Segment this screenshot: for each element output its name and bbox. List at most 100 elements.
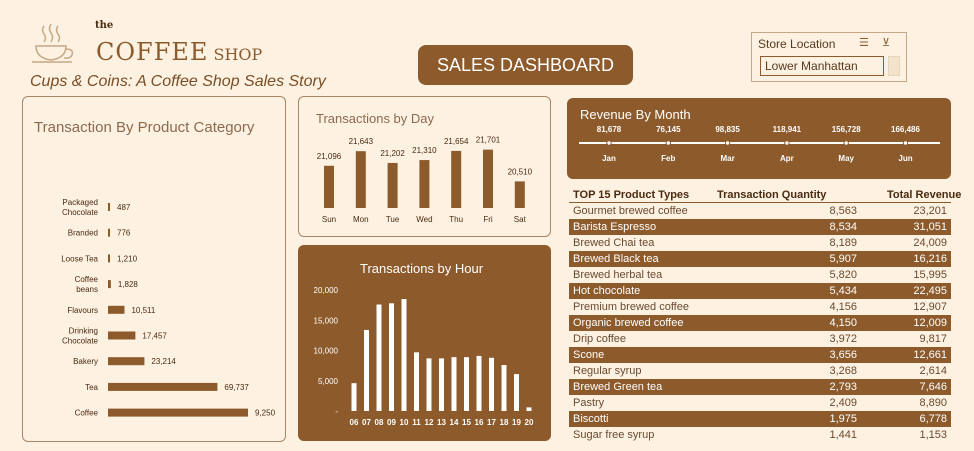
table-row: Gourmet brewed coffee 8,563 23,201 [569, 203, 951, 219]
table-cell: Hot chocolate [573, 285, 641, 297]
category-value-label: 23,214 [151, 357, 176, 366]
table-cell: Brewed Black tea [573, 253, 659, 265]
table-cell: 8,534 [829, 221, 857, 233]
table-cell: Gourmet brewed coffee [573, 205, 688, 217]
multi-select-icon[interactable]: ☰ [859, 37, 869, 49]
month-value-label: 156,728 [832, 125, 861, 134]
table-row: Regular syrup 3,268 2,614 [569, 363, 951, 379]
brand-name: COFFEE SHOP [96, 38, 262, 66]
month-point [843, 140, 849, 146]
category-bar [108, 203, 110, 211]
month-chart-title: Revenue By Month [580, 107, 691, 122]
tagline: Cups & Coins: A Coffee Shop Sales Story [30, 73, 326, 90]
table-cell: Regular syrup [573, 365, 642, 377]
table-cell: 31,051 [913, 221, 947, 233]
day-chart-title: Transactions by Day [316, 111, 435, 126]
category-label: Packaged [62, 198, 98, 207]
hour-axis-label: 12 [425, 418, 434, 427]
hour-bar [501, 365, 507, 411]
hour-bar [451, 357, 457, 411]
table-cell: 8,189 [829, 237, 857, 249]
hour-bar [376, 304, 382, 411]
month-chart-panel: Revenue By Month 81,678 Jan 76,145 Feb 98,83… [567, 98, 951, 179]
table-row: Brewed herbal tea 5,820 15,995 [569, 267, 951, 283]
hour-bar [401, 299, 407, 411]
column-header: Total Revenue [887, 189, 962, 201]
store-location-slicer: Store Location ☰ ⊻ Lower Manhattan [751, 32, 907, 82]
day-bar [324, 165, 334, 208]
hour-axis-label: 07 [362, 418, 371, 427]
category-value-label: 69,737 [224, 383, 249, 392]
hour-axis-label: 14 [450, 418, 459, 427]
table-cell: 3,656 [829, 349, 857, 361]
day-axis-label: Sun [322, 215, 336, 224]
hour-axis-label: 20 [525, 418, 534, 427]
table-header: TOP 15 Product Types Transaction Quantit… [569, 188, 962, 203]
table-row: Premium brewed coffee 4,156 12,907 [569, 299, 951, 315]
table-cell: 23,201 [913, 205, 947, 217]
hour-y-tick: 20,000 [314, 286, 339, 295]
category-value-label: 776 [117, 229, 131, 238]
table-cell: Scone [573, 349, 605, 361]
month-point [784, 140, 790, 146]
brand-prefix: the [95, 20, 114, 31]
day-bar [387, 162, 398, 208]
clear-filter-icon[interactable]: ⊻ [882, 37, 891, 49]
table-cell: 12,661 [913, 349, 947, 361]
day-value-label: 20,510 [508, 167, 533, 176]
day-bar [355, 151, 366, 208]
table-cell: 15,995 [913, 269, 947, 281]
day-axis-label: Sat [514, 215, 527, 224]
category-label: Loose Tea [61, 254, 98, 263]
hour-chart: 20,000 15,000 10,000 5,000 - 06 07 08 09 10 11 12 13… [314, 286, 534, 427]
table-cell: 5,820 [829, 269, 857, 281]
table-cell: 12,907 [913, 301, 947, 313]
hour-axis-label: 17 [487, 418, 496, 427]
hour-bar [514, 374, 519, 411]
day-value-label: 21,310 [412, 146, 437, 155]
month-axis-label: Mar [720, 154, 734, 163]
table-row: Barista Espresso 8,534 31,051 [569, 219, 951, 235]
table-cell: 2,409 [829, 397, 857, 409]
slicer-scrollbar[interactable] [888, 56, 900, 76]
day-value-label: 21,202 [380, 149, 405, 158]
category-bar [108, 357, 145, 366]
brand-name-main: COFFEE [96, 38, 209, 66]
table-cell: Pastry [573, 397, 605, 409]
slicer-item-selected[interactable]: Lower Manhattan [760, 56, 884, 76]
hour-axis-label: 13 [437, 418, 446, 427]
hour-axis-label: 08 [375, 418, 384, 427]
category-bar [108, 254, 110, 263]
hour-bar [526, 407, 532, 411]
category-chart-panel: Transaction By Product Category Packaged… [22, 96, 286, 442]
table-row: Organic brewed coffee 4,150 12,009 [569, 315, 951, 331]
day-bar [483, 149, 493, 208]
table-cell: 2,614 [919, 365, 947, 377]
hour-axis-label: 11 [412, 418, 421, 427]
month-axis-label: Jun [898, 154, 912, 163]
category-value-label: 10,511 [131, 306, 155, 315]
table-cell: 5,907 [829, 253, 857, 265]
category-label: Drinking [69, 327, 98, 336]
hour-chart-title: Transactions by Hour [360, 261, 484, 276]
hour-axis-label: 15 [462, 418, 471, 427]
hour-bar [389, 303, 394, 411]
month-value-label: 76,145 [656, 125, 681, 134]
hour-y-tick: 5,000 [318, 377, 339, 386]
table-row: Hot chocolate 5,434 22,495 [569, 283, 951, 299]
day-axis-label: Mon [353, 215, 369, 224]
hour-bar [476, 355, 482, 411]
category-bar [108, 331, 136, 340]
table-row: Brewed Chai tea 8,189 24,009 [569, 235, 951, 251]
table-cell: 4,150 [829, 317, 857, 329]
day-chart: 21,096 Sun 21,643 Mon 21,202 Tue 21,310 Wed 21,6… [317, 136, 533, 224]
table-cell: Brewed herbal tea [573, 269, 663, 281]
day-axis-label: Fri [483, 215, 493, 224]
table-cell: Premium brewed coffee [573, 301, 689, 313]
category-label: Bakery [73, 357, 98, 366]
table-cell: 4,156 [829, 301, 857, 313]
category-label: Chocolate [62, 208, 99, 217]
table-row: Drip coffee 3,972 9,817 [569, 331, 951, 347]
category-label: Flavours [67, 306, 98, 315]
